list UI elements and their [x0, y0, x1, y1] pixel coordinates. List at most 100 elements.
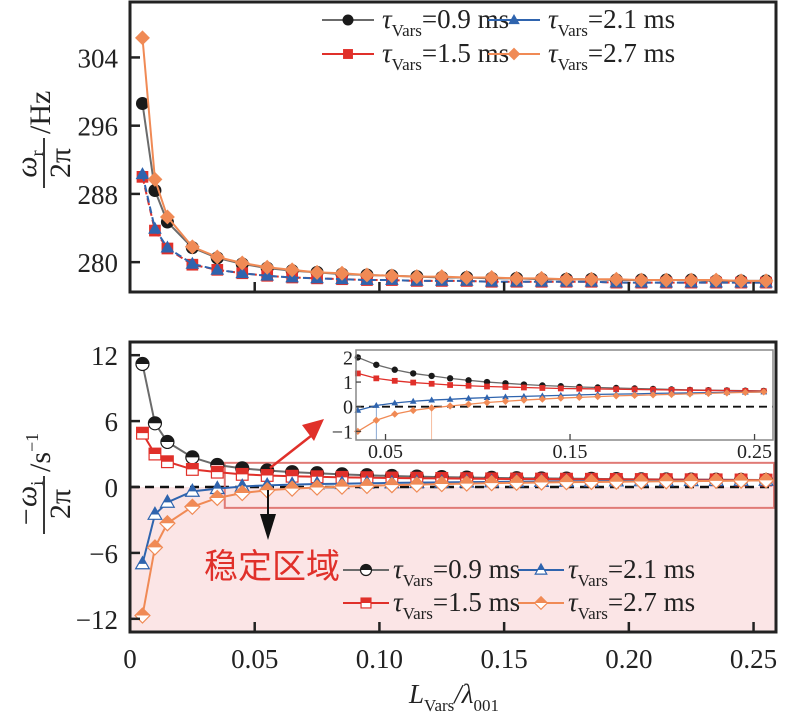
marker-square: [361, 471, 373, 478]
marker-diamond: [557, 394, 565, 402]
marker-diamond: [741, 388, 750, 397]
inset-data-point: [649, 391, 657, 399]
inset-data-point: [373, 361, 380, 368]
data-point: [185, 256, 200, 269]
marker-diamond: [559, 271, 574, 287]
series-line-1: [141, 176, 767, 284]
marker-diamond: [583, 474, 599, 482]
data-point: [683, 272, 699, 288]
inset-data-point: [741, 388, 750, 397]
marker-circle: [160, 435, 174, 442]
data-point: [757, 472, 775, 489]
stable-region-label: 稳定区域: [204, 548, 340, 586]
data-point: [758, 273, 774, 289]
data-point: [608, 473, 625, 491]
marker-diamond: [234, 485, 250, 494]
marker-diamond: [658, 272, 674, 288]
marker-diamond: [583, 271, 599, 287]
legend-marker: [342, 14, 354, 26]
data-point: [384, 268, 400, 284]
inset-data-point: [391, 366, 398, 373]
inset-x-tick-label: 0.25: [737, 441, 772, 463]
marker-square: [521, 384, 527, 391]
marker-diamond: [708, 272, 724, 288]
marker-diamond: [708, 473, 724, 481]
inset-data-point: [465, 394, 472, 401]
marker-square: [557, 385, 564, 392]
data-point: [583, 473, 600, 491]
data-point: [135, 167, 150, 180]
data-point: [383, 476, 401, 494]
marker-circle: [465, 377, 472, 384]
data-point: [359, 267, 375, 283]
marker-triangle: [135, 167, 150, 180]
marker-diamond: [575, 393, 583, 402]
inset-data-point: [576, 385, 583, 392]
inset-data-point: [428, 372, 435, 380]
marker-diamond: [427, 404, 436, 412]
marker-circle: [428, 372, 435, 380]
marker-diamond: [509, 475, 525, 483]
inset-data-point: [484, 383, 490, 390]
marker-diamond: [667, 390, 676, 399]
inset-data-point: [410, 379, 417, 386]
inset-data-point: [354, 370, 361, 377]
data-point: [559, 271, 574, 287]
inset-data-point: [409, 397, 417, 404]
inset-data-point: [447, 382, 453, 388]
legend-label: τVars=2.1 ms: [548, 4, 675, 40]
data-point: [135, 356, 150, 372]
marker-circle: [135, 97, 149, 110]
marker-diamond: [284, 262, 300, 278]
stable-region: [130, 487, 776, 632]
marker-circle: [373, 361, 380, 368]
data-point: [558, 473, 575, 491]
legend-label: τVars=2.7 ms: [568, 587, 695, 623]
marker-diamond: [309, 264, 325, 280]
marker-triangle: [520, 392, 528, 399]
marker-square: [336, 471, 348, 478]
marker-diamond: [434, 476, 450, 485]
marker-diamond: [409, 406, 417, 415]
legend-label: τVars=0.9 ms: [382, 4, 509, 40]
marker-square: [286, 470, 298, 477]
marker-diamond: [649, 391, 657, 399]
inset-x-tick-label: 0.15: [553, 441, 588, 463]
data-point: [658, 272, 674, 288]
y-label-unit: /s−1: [22, 433, 57, 472]
data-point: [146, 539, 164, 556]
marker-square: [631, 386, 638, 393]
data-point: [484, 270, 500, 285]
marker-diamond: [520, 396, 528, 404]
data-point: [458, 475, 476, 492]
legend-marker: [507, 47, 521, 61]
legend-marker: [343, 49, 353, 59]
data-point: [308, 479, 326, 496]
marker-diamond: [758, 273, 774, 289]
marker-diamond: [534, 596, 548, 603]
marker-diamond: [359, 478, 375, 486]
data-point: [185, 450, 200, 465]
data-point: [682, 472, 700, 490]
inset-data-point: [538, 392, 546, 399]
data-point: [408, 476, 426, 493]
marker-square: [361, 598, 371, 603]
marker-square: [373, 375, 380, 382]
inset-y-tick-label: 0: [343, 397, 353, 419]
zoom-highlight-box: [223, 461, 776, 509]
inset-data-point: [372, 401, 380, 408]
inset-data-point: [391, 377, 398, 384]
marker-diamond: [484, 475, 500, 484]
inset-data-point: [613, 386, 620, 393]
data-point: [433, 475, 451, 493]
marker-diamond: [184, 239, 200, 255]
marker-diamond: [760, 388, 768, 396]
marker-diamond: [686, 390, 694, 398]
marker-square: [576, 385, 583, 392]
x-tick-label: 0.25: [730, 644, 777, 674]
marker-square: [136, 427, 149, 434]
marker-diamond: [612, 392, 620, 400]
